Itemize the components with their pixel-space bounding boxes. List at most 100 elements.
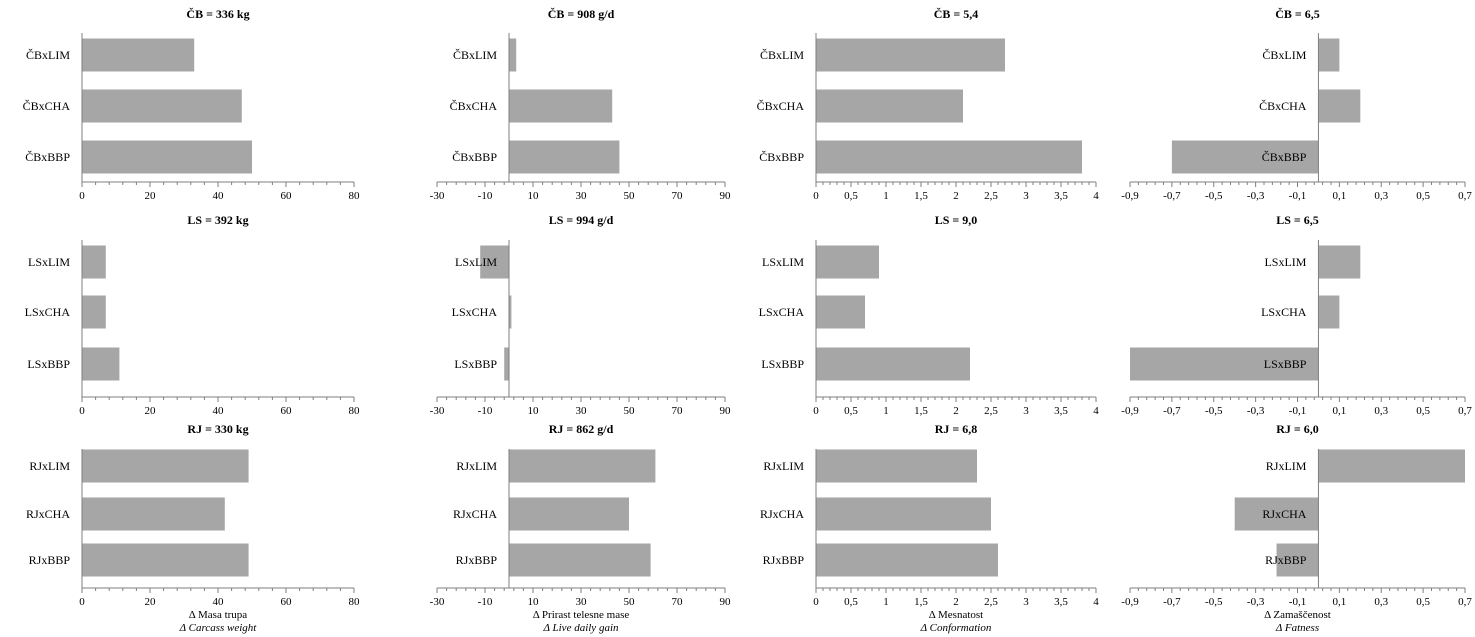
x-tick-label: 2,5 xyxy=(984,190,998,202)
category-label: ČBxLIM xyxy=(760,48,804,62)
category-label: LSxLIM xyxy=(1264,255,1306,269)
x-tick-label: 80 xyxy=(349,405,361,417)
category-label: LSxBBP xyxy=(27,357,70,371)
x-axis-label-english: Δ Carcass weight xyxy=(179,622,258,634)
category-label: RJxBBP xyxy=(1265,553,1307,567)
x-axis-label-english: Δ Conformation xyxy=(920,622,992,634)
x-tick-label: 4 xyxy=(1093,596,1099,608)
x-tick-label: 0,5 xyxy=(1416,190,1430,202)
x-tick-label: -0,5 xyxy=(1205,405,1223,417)
x-tick-label: 3 xyxy=(1023,596,1029,608)
category-label: RJxBBP xyxy=(763,553,805,567)
bar-rjxcha xyxy=(816,497,991,531)
category-label: LSxBBP xyxy=(454,357,497,371)
x-tick-label: -0,9 xyxy=(1121,190,1139,202)
chart-title: ČB = 908 g/d xyxy=(548,7,615,21)
x-tick-label: 10 xyxy=(528,596,540,608)
category-label: RJxLIM xyxy=(763,459,804,473)
category-label: RJxCHA xyxy=(760,507,804,521)
bar-lsxcha xyxy=(1318,295,1340,329)
bar-rjxcha xyxy=(82,497,225,531)
bar-lsxlim xyxy=(82,245,106,279)
x-tick-label: 50 xyxy=(624,596,636,608)
x-tick-label: 1,5 xyxy=(914,190,928,202)
x-tick-label: 0 xyxy=(79,596,85,608)
x-axis-label-english: Δ Fatness xyxy=(1275,622,1319,634)
x-tick-label: 40 xyxy=(213,190,225,202)
x-tick-label: -0,3 xyxy=(1247,190,1265,202)
x-axis-label: Δ Mesnatost xyxy=(929,609,983,621)
category-label: ČBxBBP xyxy=(452,150,497,164)
x-tick-label: 80 xyxy=(349,596,361,608)
x-tick-label: -0,1 xyxy=(1289,405,1306,417)
category-label: RJxLIM xyxy=(29,459,70,473)
x-tick-label: 1 xyxy=(883,190,889,202)
x-tick-label: 40 xyxy=(213,596,225,608)
x-tick-label: -10 xyxy=(478,190,493,202)
chart-title: RJ = 6,8 xyxy=(935,422,978,436)
chart-title: ČB = 5,4 xyxy=(934,7,979,21)
x-tick-label: 70 xyxy=(672,405,684,417)
chart-title: ČB = 336 kg xyxy=(186,7,249,21)
bar-rjxlim xyxy=(82,449,249,483)
x-tick-label: -0,1 xyxy=(1289,596,1306,608)
x-tick-label: 3 xyxy=(1023,405,1029,417)
bar-čbxbbp xyxy=(1171,140,1319,174)
x-tick-label: 0,1 xyxy=(1333,596,1347,608)
bar-čbxbbp xyxy=(816,140,1082,174)
category-label: LSxCHA xyxy=(1261,305,1307,319)
chart-title: RJ = 6,0 xyxy=(1276,422,1319,436)
category-label: ČBxCHA xyxy=(450,99,498,113)
x-tick-label: 0,1 xyxy=(1333,405,1347,417)
category-label: LSxBBP xyxy=(761,357,804,371)
x-tick-label: 0 xyxy=(79,190,85,202)
x-tick-label: 0,3 xyxy=(1374,596,1388,608)
x-tick-label: 0,7 xyxy=(1458,405,1472,417)
x-tick-label: -0,5 xyxy=(1205,190,1223,202)
x-tick-label: 2,5 xyxy=(984,596,998,608)
x-tick-label: 0,5 xyxy=(844,405,858,417)
x-tick-label: -0,7 xyxy=(1163,190,1181,202)
x-axis-label: Δ Prirast telesne mase xyxy=(533,609,630,621)
bar-lsxbbp xyxy=(816,347,970,381)
x-tick-label: 0 xyxy=(813,405,819,417)
x-tick-label: 0,3 xyxy=(1374,190,1388,202)
category-label: LSxLIM xyxy=(762,255,804,269)
bar-čbxlim xyxy=(82,38,195,72)
bar-lsxlim xyxy=(480,245,509,279)
bar-lsxlim xyxy=(1318,245,1361,279)
bar-rjxlim xyxy=(816,449,977,483)
bar-čbxcha xyxy=(1318,89,1361,123)
x-tick-label: 3 xyxy=(1023,190,1029,202)
x-tick-label: 80 xyxy=(349,190,361,202)
x-tick-label: 20 xyxy=(145,190,157,202)
bar-čbxlim xyxy=(1318,38,1340,72)
x-tick-label: -0,9 xyxy=(1121,405,1139,417)
bar-čbxlim xyxy=(509,38,517,72)
category-label: LSxCHA xyxy=(452,305,498,319)
bar-čbxbbp xyxy=(82,140,252,174)
x-tick-label: 90 xyxy=(720,190,732,202)
x-tick-label: 3,5 xyxy=(1054,190,1068,202)
category-label: ČBxCHA xyxy=(1259,99,1307,113)
bar-rjxbbp xyxy=(1276,543,1319,577)
x-tick-label: 0 xyxy=(79,405,85,417)
category-label: RJxCHA xyxy=(453,507,497,521)
category-label: LSxLIM xyxy=(28,255,70,269)
bar-čbxlim xyxy=(816,38,1005,72)
bar-rjxbbp xyxy=(509,543,651,577)
x-tick-label: 2 xyxy=(953,190,959,202)
category-label: RJxCHA xyxy=(1262,507,1306,521)
chart-title: RJ = 862 g/d xyxy=(549,422,614,436)
bar-lsxcha xyxy=(82,295,106,329)
category-label: ČBxBBP xyxy=(1262,150,1307,164)
x-tick-label: -0,7 xyxy=(1163,405,1181,417)
category-label: RJxCHA xyxy=(26,507,70,521)
bar-lsxlim xyxy=(816,245,879,279)
x-tick-label: 40 xyxy=(213,405,225,417)
category-label: ČBxCHA xyxy=(23,99,71,113)
x-tick-label: -0,3 xyxy=(1247,405,1265,417)
category-label: ČBxLIM xyxy=(26,48,70,62)
x-tick-label: 90 xyxy=(720,596,732,608)
x-tick-label: 1 xyxy=(883,405,889,417)
